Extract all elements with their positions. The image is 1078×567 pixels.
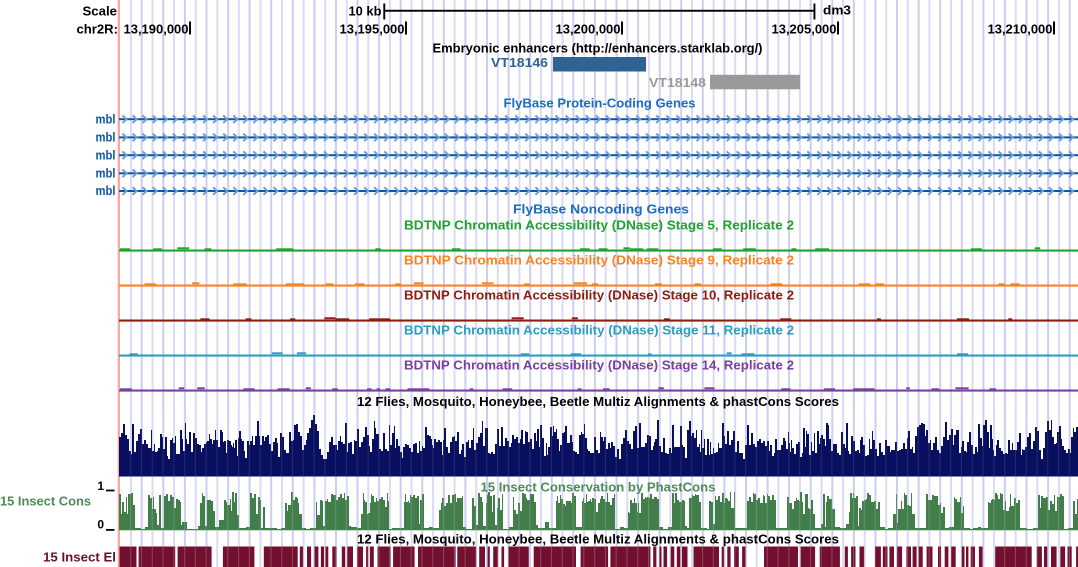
- svg-text:13,205,000: 13,205,000: [772, 22, 837, 37]
- svg-text:15 Insect El: 15 Insect El: [43, 550, 116, 565]
- svg-text:12 Flies, Mosquito, Honeybee,: 12 Flies, Mosquito, Honeybee, Beetle Mul…: [357, 394, 839, 409]
- svg-text:mbl: mbl: [96, 130, 116, 145]
- svg-text:VT18146: VT18146: [491, 55, 548, 70]
- svg-text:Embryonic enhancers (http://en: Embryonic enhancers (http://enhancers.st…: [433, 41, 763, 56]
- svg-text:13,195,000: 13,195,000: [340, 22, 405, 37]
- svg-text:1: 1: [97, 479, 104, 493]
- svg-text:15 Insect Cons: 15 Insect Cons: [0, 494, 91, 509]
- svg-text:dm3: dm3: [823, 3, 851, 18]
- svg-text:BDTNP Chromatin Accessibility: BDTNP Chromatin Accessibility (DNase) St…: [404, 253, 794, 268]
- svg-text:Scale: Scale: [83, 4, 118, 19]
- svg-text:mbl: mbl: [96, 111, 116, 126]
- svg-text:FlyBase Protein-Coding Genes: FlyBase Protein-Coding Genes: [504, 96, 696, 111]
- svg-text:13,210,000: 13,210,000: [988, 22, 1053, 37]
- svg-text:FlyBase Noncoding Genes: FlyBase Noncoding Genes: [513, 202, 689, 217]
- svg-text:12 Flies, Mosquito, Honeybee,: 12 Flies, Mosquito, Honeybee, Beetle Mul…: [357, 532, 839, 547]
- svg-text:BDTNP Chromatin Accessibility: BDTNP Chromatin Accessibility (DNase) St…: [404, 323, 794, 338]
- svg-text:BDTNP Chromatin Accessibility: BDTNP Chromatin Accessibility (DNase) St…: [404, 358, 794, 373]
- svg-text:BDTNP Chromatin Accessibility: BDTNP Chromatin Accessibility (DNase) St…: [404, 288, 794, 303]
- svg-text:0: 0: [97, 518, 104, 532]
- svg-text:10 kb: 10 kb: [349, 4, 382, 19]
- svg-text:mbl: mbl: [96, 147, 116, 162]
- svg-text:15 Insect Conservation by Phas: 15 Insect Conservation by PhastCons: [481, 480, 716, 495]
- svg-text:13,200,000: 13,200,000: [556, 22, 621, 37]
- svg-text:mbl: mbl: [96, 166, 116, 181]
- svg-text:BDTNP Chromatin Accessibility: BDTNP Chromatin Accessibility (DNase) St…: [404, 218, 794, 233]
- svg-text:13,190,000: 13,190,000: [124, 22, 189, 37]
- svg-text:VT18148: VT18148: [649, 75, 706, 90]
- svg-text:chr2R:: chr2R:: [77, 22, 119, 37]
- svg-text:mbl: mbl: [96, 183, 116, 198]
